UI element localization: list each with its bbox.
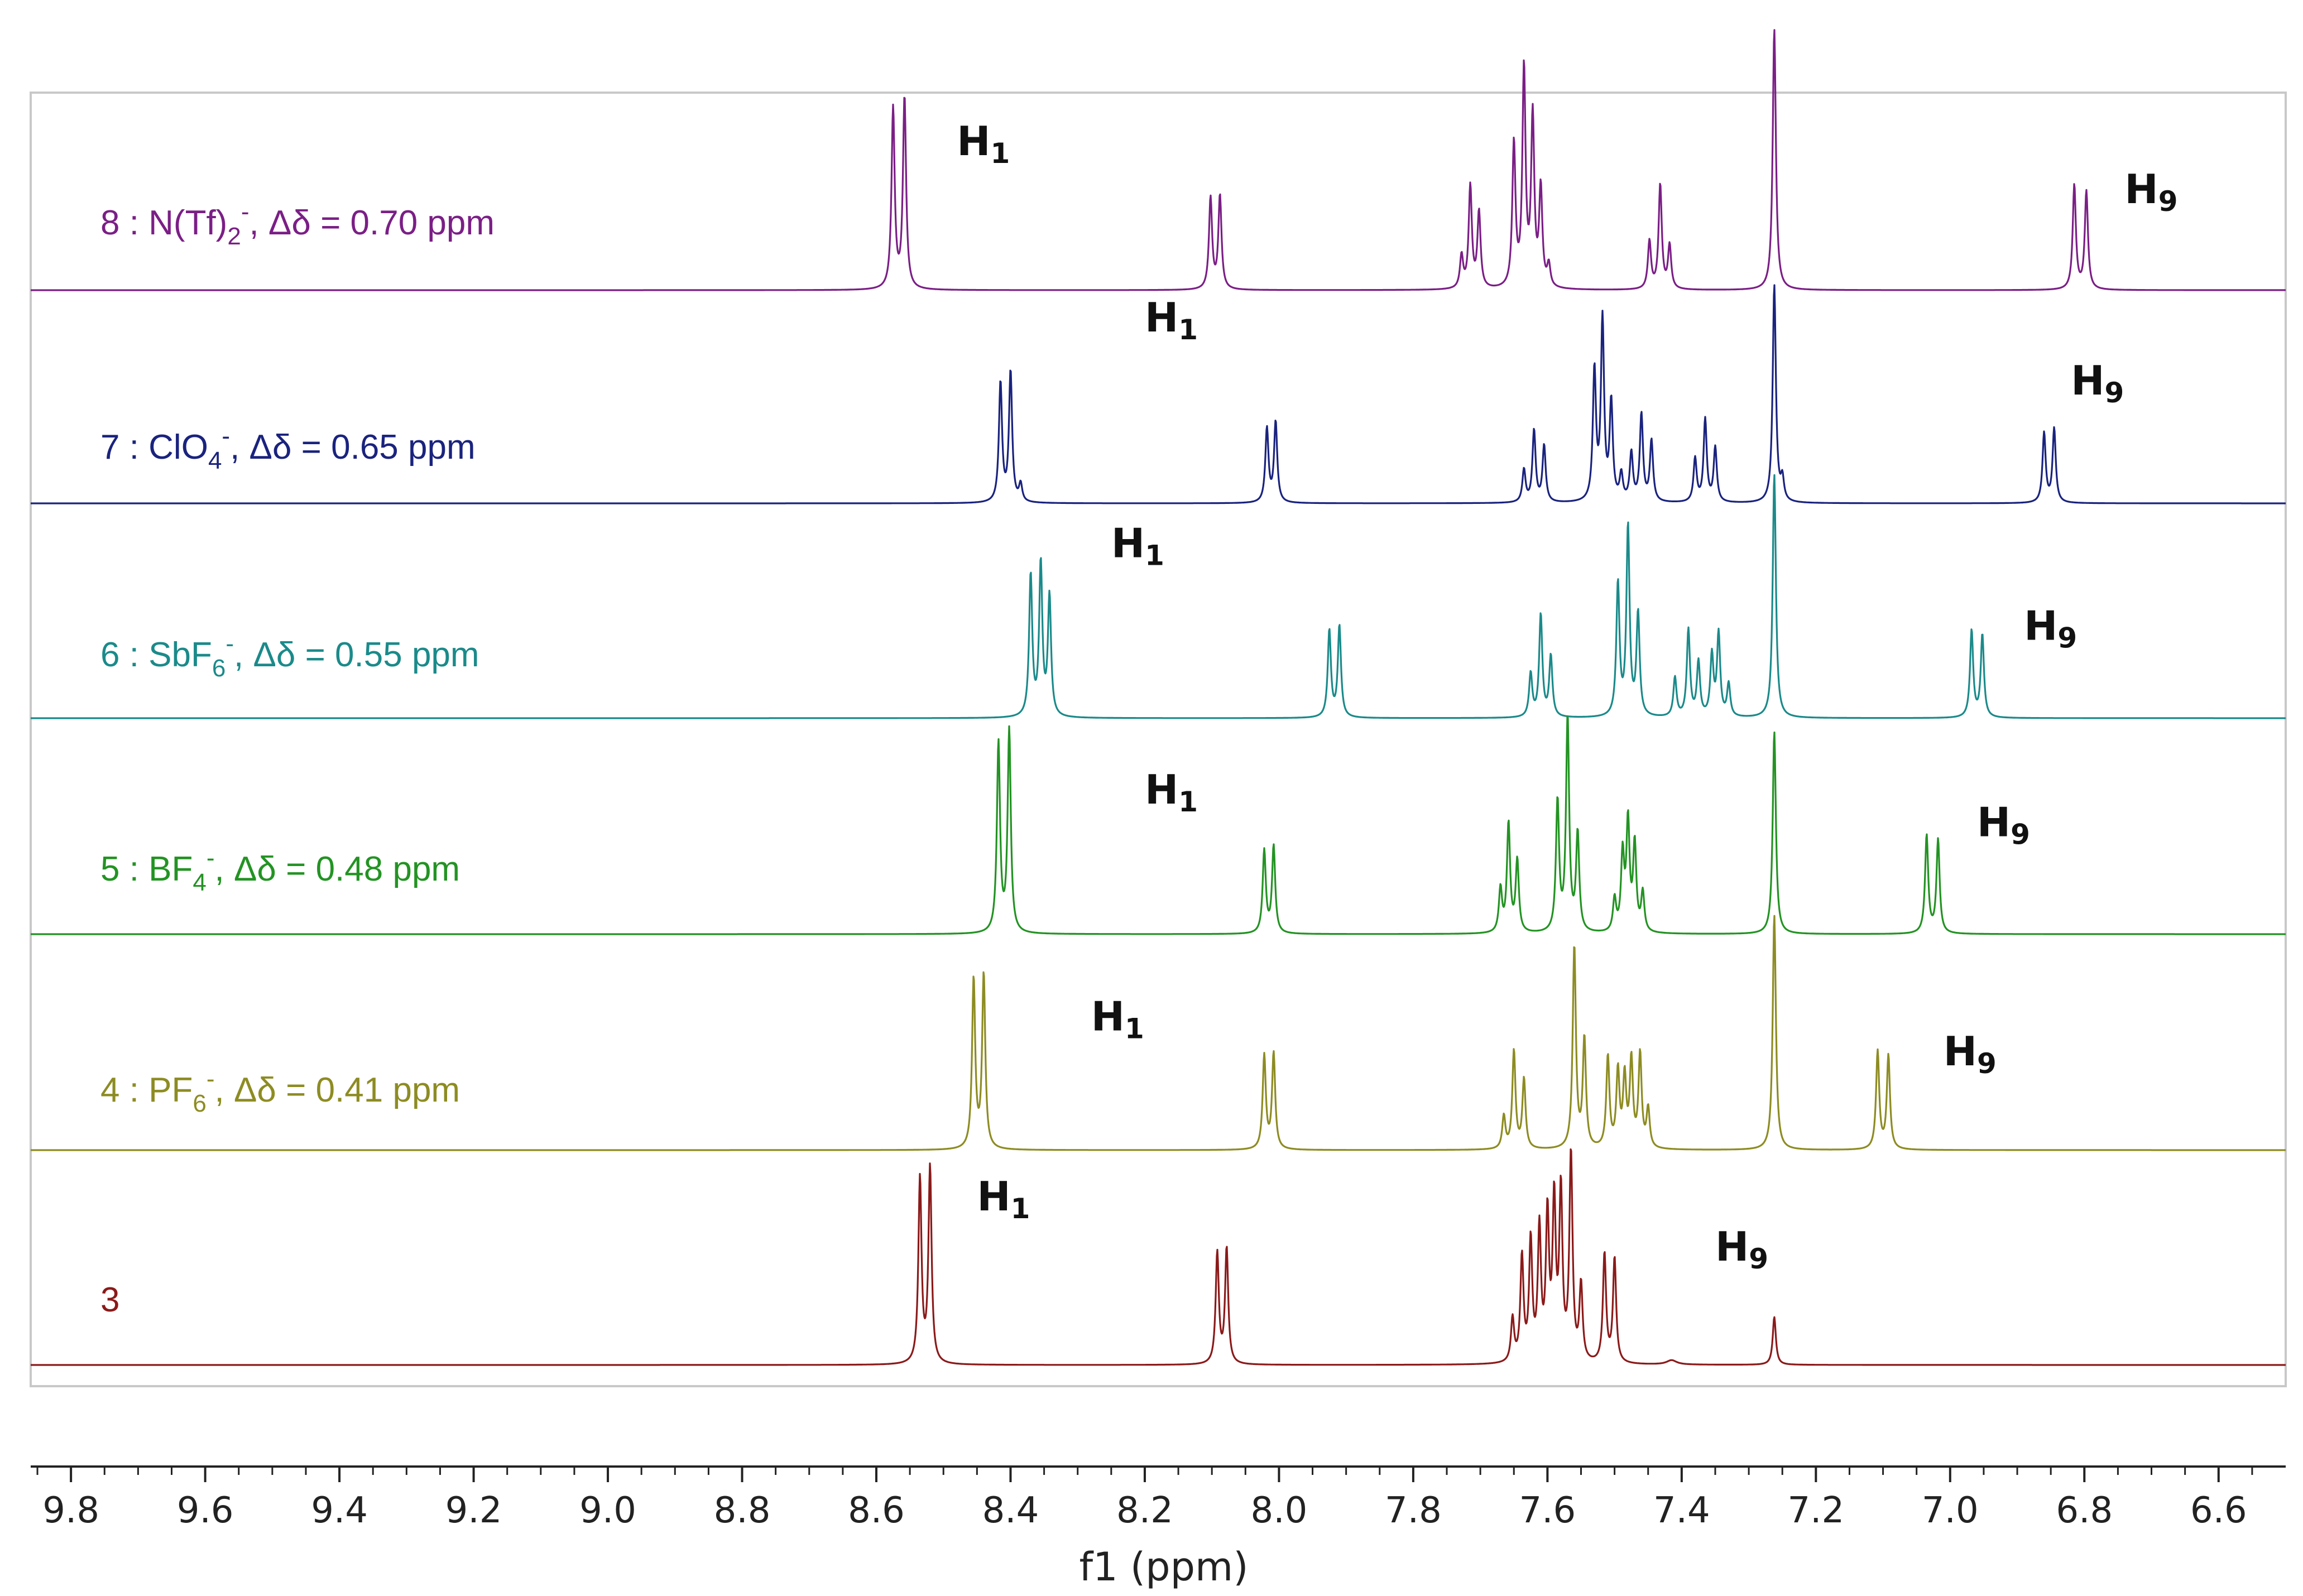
x-tick-label: 9.2: [445, 1490, 502, 1531]
x-axis-title: f1 (ppm): [1079, 1544, 1248, 1590]
x-tick-label: 8.2: [1116, 1490, 1173, 1531]
spectrum-trace: [30, 1148, 2286, 1366]
plot-frame: [30, 92, 2287, 1387]
labels-layer: 8 : N(Tf)2-, Δδ = 0.70 ppm H1 H9 7 : ClO4-,…: [100, 118, 2177, 1319]
spectrum-label: 5 : BF4-, Δδ = 0.48 ppm: [100, 844, 460, 896]
spectrum-trace: [30, 715, 2286, 935]
x-tick-label: 7.2: [1787, 1490, 1844, 1531]
x-tick-label: 8.4: [982, 1490, 1039, 1531]
peak-annotation: H9: [1715, 1223, 1768, 1275]
x-tick-label: 7.8: [1385, 1490, 1442, 1531]
x-tick-label: 7.0: [1922, 1490, 1979, 1531]
x-tick-label: 9.6: [177, 1490, 234, 1531]
peak-annotation: H9: [1944, 1028, 1997, 1080]
x-tick-label: 8.6: [848, 1490, 905, 1531]
x-tick-label: 9.8: [42, 1490, 99, 1531]
x-tick-label: 7.4: [1653, 1490, 1710, 1531]
x-tick-label: 7.6: [1519, 1490, 1576, 1531]
x-tick-label: 8.8: [714, 1490, 771, 1531]
spectrum-trace: [30, 284, 2286, 504]
spectra-layer: [30, 29, 2286, 1366]
peak-annotation: H9: [2071, 357, 2124, 409]
spectrum-label: 8 : N(Tf)2-, Δδ = 0.70 ppm: [100, 198, 495, 250]
peak-annotation: H9: [1977, 799, 2030, 851]
x-tick-label: 9.0: [579, 1490, 636, 1531]
peak-annotation: H9: [2024, 603, 2077, 655]
spectrum-label: 3: [100, 1281, 119, 1319]
spectrum-trace: [30, 915, 2286, 1151]
peak-annotation: H1: [1111, 520, 1164, 571]
x-tick-label: 9.4: [311, 1490, 368, 1531]
peak-annotation: H1: [977, 1173, 1030, 1225]
spectrum-label: 4 : PF6-, Δδ = 0.41 ppm: [100, 1065, 460, 1117]
peak-annotation: H9: [2124, 166, 2177, 218]
spectrum-label: 6 : SbF6-, Δδ = 0.55 ppm: [100, 630, 479, 682]
x-tick-label: 8.0: [1251, 1490, 1308, 1531]
spectrum-trace: [30, 29, 2286, 291]
spectrum-label: 7 : ClO4-, Δδ = 0.65 ppm: [100, 422, 476, 474]
peak-annotation: H1: [1091, 993, 1144, 1045]
x-tick-label: 6.6: [2190, 1490, 2247, 1531]
peak-annotation: H1: [957, 118, 1010, 170]
spectrum-trace: [30, 474, 2286, 719]
peak-annotation: H1: [1145, 766, 1198, 818]
peak-annotation: H1: [1145, 294, 1198, 346]
x-tick-label: 6.8: [2056, 1490, 2113, 1531]
x-axis: 9.8 9.6 9.4 9.2 9.0 8.8 8.6 8.4 8.2 8.0 7.8 7.6 7.4 7…: [31, 1465, 2286, 1531]
